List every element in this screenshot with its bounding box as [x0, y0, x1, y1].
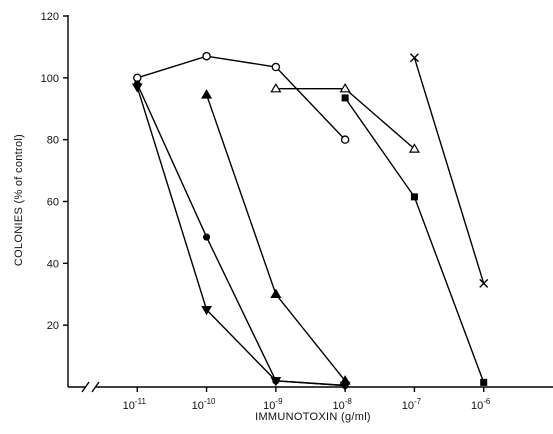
filled-triangle-up-marker: [339, 375, 351, 385]
series-filled-square: [341, 94, 488, 386]
filled-square-marker: [341, 94, 349, 102]
y-tick-label: 100: [41, 73, 59, 85]
series-line: [136, 86, 346, 387]
filled-triangle-down-marker: [131, 83, 143, 93]
y-tick-label: 120: [41, 11, 59, 23]
series-cross: [409, 53, 489, 288]
open-circle-marker: [340, 135, 350, 144]
series-line: [413, 57, 485, 284]
open-triangle-up-marker: [270, 82, 282, 93]
x-tick-label: 10-6: [471, 397, 491, 412]
series-filled-triangle-up: [201, 89, 351, 385]
series-line: [137, 55, 346, 141]
open-circle-marker: [271, 62, 281, 72]
axis-break-mark: [81, 381, 90, 393]
y-tick-label: 60: [47, 197, 59, 209]
x-tick-label: 10-7: [402, 397, 422, 412]
y-tick-label: 20: [47, 320, 59, 332]
series-line: [344, 97, 485, 383]
x-tick-label: 10-9: [263, 397, 283, 412]
series-filled-circle: [133, 80, 349, 390]
x-tick-label: 10-8: [332, 397, 352, 412]
series-line: [205, 94, 346, 382]
series-open-circle: [133, 51, 350, 144]
cross-marker: [479, 278, 489, 288]
axes: 20 40 60 80 100 120 10-11 10-10 10-9 10-8 10-7 10-6: [41, 11, 553, 412]
x-tick-label: 10-11: [123, 397, 147, 412]
y-tick-label: 40: [47, 258, 59, 270]
axis-break-mark: [91, 381, 100, 393]
open-triangle-up-marker: [408, 143, 420, 153]
filled-triangle-up-marker: [270, 288, 282, 298]
filled-triangle-down-marker: [270, 377, 282, 387]
series-open-triangle-up: [270, 82, 420, 153]
open-circle-marker: [133, 73, 142, 83]
y-tick-label: 80: [47, 135, 59, 147]
series-filled-triangle-down: [131, 83, 351, 391]
filled-triangle-up-marker: [201, 89, 213, 99]
filled-square-marker: [480, 378, 488, 386]
cross-marker: [409, 53, 419, 63]
series-layer: [131, 51, 489, 391]
x-axis-title: IMMUNOTOXIN (g/ml): [255, 411, 371, 423]
x-tick-label: 10-10: [192, 397, 216, 412]
open-triangle-up-marker: [339, 82, 351, 93]
filled-triangle-down-marker: [201, 306, 212, 316]
y-axis-title: COLONIES (% of control): [13, 134, 25, 266]
filled-circle-marker: [202, 233, 211, 241]
filled-square-marker: [410, 193, 418, 201]
open-circle-marker: [202, 51, 211, 61]
series-line: [136, 83, 346, 387]
